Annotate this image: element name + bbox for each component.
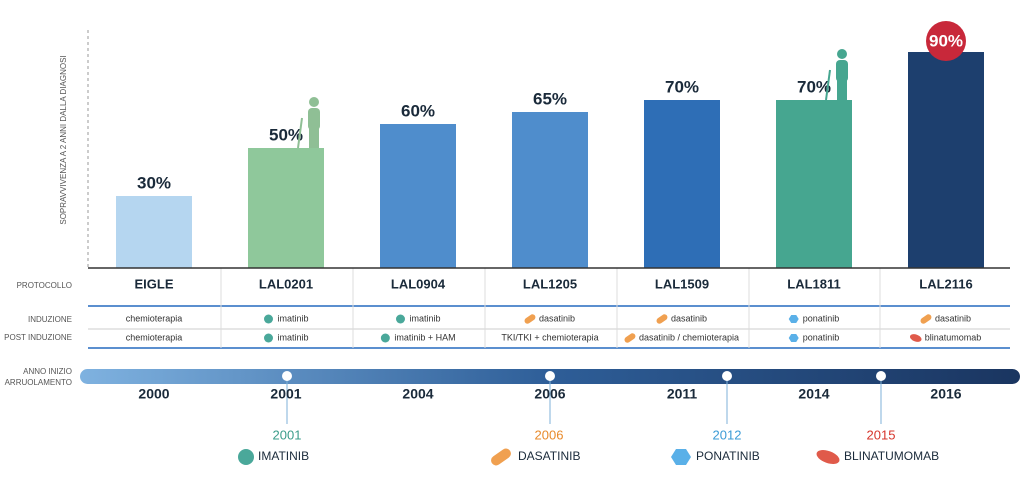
cell: TKI/TKI + chemioterapia: [501, 332, 598, 342]
timeline-label: ANNO INIZIO ARRUOLAMENTO: [4, 367, 72, 387]
drug-legend: 2001 IMATINIB 2006 DASATINIB 2012 PONATI…: [238, 427, 939, 466]
drug-year: 2006: [535, 427, 564, 442]
icon: [263, 314, 273, 324]
cell: chemioterapia: [126, 313, 183, 323]
bar: [776, 100, 852, 268]
figure-cane: [297, 117, 303, 149]
icon: [656, 314, 668, 324]
figure-legs: [837, 80, 847, 100]
cell: chemioterapia: [126, 332, 183, 342]
value-label: 65%: [533, 89, 567, 108]
table-lines: [88, 268, 1010, 349]
value-label: 90%: [929, 31, 963, 50]
timeline-connectors: [286, 376, 882, 424]
value-label: 60%: [401, 101, 435, 120]
icon: [491, 448, 511, 466]
cell: ponatinib: [803, 332, 840, 342]
drug-year: 2001: [273, 427, 302, 442]
icon: [788, 315, 799, 323]
bar: [644, 100, 720, 268]
year: 2011: [667, 386, 698, 402]
drug-year: 2012: [713, 427, 742, 442]
protocol: LAL1205: [523, 276, 577, 291]
icon: [380, 333, 390, 343]
drug-year: 2015: [867, 427, 896, 442]
cell: dasatinib: [671, 313, 707, 323]
protocol: LAL0201: [259, 276, 313, 291]
bar: [380, 124, 456, 268]
year: 2000: [138, 386, 169, 402]
figure-icon: [297, 97, 320, 149]
drug-name: BLINATUMOMAB: [844, 449, 939, 463]
row-label: PROTOCOLLO: [17, 281, 72, 290]
cell: imatinib + HAM: [394, 332, 455, 342]
protocol: EIGLE: [134, 276, 173, 291]
icon: [788, 334, 799, 342]
value-label: 70%: [665, 77, 699, 96]
cell: dasatinib: [935, 313, 971, 323]
year: 2014: [798, 386, 829, 402]
cell: ponatinib: [803, 313, 840, 323]
protocol: LAL1811: [787, 276, 840, 291]
cell: imatinib: [277, 332, 308, 342]
icon: [816, 450, 840, 464]
value-badge: [926, 21, 966, 61]
year: 2006: [534, 386, 565, 402]
timeline-dots: [282, 371, 886, 381]
bar: [116, 196, 192, 268]
drug-name: DASATINIB: [518, 449, 580, 463]
icon: [238, 449, 254, 465]
value-label: 30%: [137, 173, 171, 192]
bar: [908, 52, 984, 268]
figure-head: [309, 97, 319, 107]
icon: [624, 333, 636, 343]
cell: blinatumomab: [925, 332, 982, 342]
figure-head: [837, 49, 847, 59]
row-label: POST INDUZIONE: [4, 333, 72, 342]
value-label: 50%: [269, 125, 303, 144]
figure-cane: [825, 69, 831, 101]
icon: [524, 314, 536, 324]
protocol: LAL1509: [655, 276, 709, 291]
figure-body: [308, 108, 320, 130]
icon: [395, 314, 405, 324]
protocol: LAL2116: [919, 276, 972, 291]
cell: dasatinib: [539, 313, 575, 323]
icon: [920, 314, 932, 324]
cell: imatinib: [277, 313, 308, 323]
figure-body: [836, 60, 848, 82]
drug-name: IMATINIB: [258, 449, 309, 463]
year: 2001: [270, 386, 301, 402]
year: 2016: [930, 386, 961, 402]
year: 2004: [402, 386, 433, 402]
figure-legs: [309, 128, 319, 148]
bar: [512, 112, 588, 268]
icon: [909, 334, 922, 342]
row-label: INDUZIONE: [28, 315, 72, 324]
drug-name: PONATINIB: [696, 449, 760, 463]
y-axis-label: SOPRAVVIVENZA A 2 ANNI DALLA DIAGNOSI: [59, 55, 68, 224]
protocol: LAL0904: [391, 276, 446, 291]
value-label: 70%: [797, 77, 831, 96]
cell: imatinib: [409, 313, 440, 323]
cell: dasatinib / chemioterapia: [639, 332, 739, 342]
icon: [671, 449, 691, 465]
icon: [263, 333, 273, 343]
bar: [248, 148, 324, 268]
figure-icon: [825, 49, 848, 101]
